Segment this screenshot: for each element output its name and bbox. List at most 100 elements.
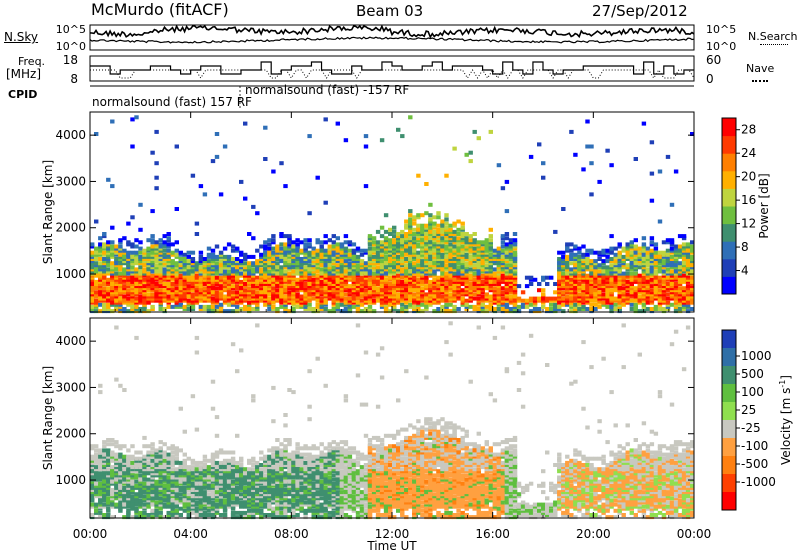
heatmap-cell — [170, 259, 175, 264]
heatmap-cell — [597, 296, 602, 301]
heatmap-cell — [597, 250, 602, 255]
heatmap-cell — [359, 282, 365, 286]
heatmap-cell — [367, 277, 373, 282]
heatmap-cell — [420, 279, 425, 284]
heatmap-cell — [388, 259, 393, 264]
heatmap-cell — [351, 252, 357, 257]
heatmap-cell — [126, 496, 131, 501]
heatmap-cell — [218, 284, 224, 289]
heatmap-cell — [492, 254, 498, 259]
heatmap-cell — [343, 248, 349, 253]
heatmap-cell — [436, 290, 441, 295]
heatmap-cell — [657, 257, 663, 261]
heatmap-cell — [375, 273, 381, 278]
heatmap-cell — [585, 294, 590, 299]
heatmap-cell — [311, 273, 316, 278]
heatmap-cell — [577, 273, 582, 278]
heatmap-cell — [363, 307, 369, 311]
heatmap-cell — [138, 271, 143, 276]
heatmap-cell — [645, 296, 651, 301]
heatmap-cell — [375, 290, 381, 295]
heatmap-cell — [110, 477, 115, 482]
heatmap-cell — [363, 277, 369, 282]
heatmap-cell — [110, 488, 115, 492]
heatmap-cell — [605, 148, 610, 153]
heatmap-cell — [665, 240, 671, 245]
heatmap-cell — [468, 238, 473, 243]
heatmap-cell — [202, 485, 208, 490]
heatmap-cell — [311, 259, 316, 264]
heatmap-cell — [206, 267, 212, 272]
heatmap-cell — [102, 467, 107, 472]
heatmap-cell — [114, 292, 119, 297]
heatmap-cell — [255, 286, 260, 291]
heatmap-cell — [122, 485, 127, 490]
heatmap-cell — [126, 473, 131, 478]
heatmap-cell — [400, 236, 405, 241]
heatmap-cell — [134, 267, 139, 272]
heatmap-cell — [331, 290, 336, 295]
heatmap-cell — [404, 257, 409, 261]
heatmap-cell — [214, 498, 220, 503]
heatmap-cell — [367, 236, 373, 241]
heatmap-cell — [271, 300, 276, 305]
heatmap-cell — [464, 304, 469, 309]
heatmap-cell — [235, 286, 240, 291]
heatmap-cell — [508, 290, 514, 295]
heatmap-cell — [239, 279, 244, 284]
heatmap-cell — [110, 500, 115, 505]
heatmap-cell — [150, 473, 155, 478]
heatmap-cell — [690, 240, 695, 245]
heatmap-cell — [291, 302, 296, 307]
heatmap-cell — [488, 282, 493, 286]
heatmap-cell — [138, 463, 143, 467]
heatmap-cell — [436, 296, 441, 301]
heatmap-cell — [569, 296, 574, 301]
heatmap-cell — [392, 261, 397, 266]
heatmap-cell — [182, 252, 187, 257]
heatmap-cell — [685, 298, 691, 303]
heatmap-cell — [182, 460, 187, 465]
heatmap-cell — [456, 279, 461, 284]
heatmap-cell — [452, 248, 457, 253]
heatmap-cell — [202, 513, 208, 517]
heatmap-cell — [424, 307, 429, 311]
heatmap-cell — [142, 488, 147, 492]
heatmap-cell — [416, 267, 421, 272]
heatmap-cell — [214, 508, 220, 513]
heatmap-cell — [565, 244, 570, 249]
heatmap-cell — [247, 302, 252, 307]
noise-panel: 10^5 10^0 10^5 10^0 — [56, 23, 736, 53]
beam-title: Beam 03 — [356, 2, 424, 20]
heatmap-cell — [214, 477, 220, 482]
nave-dotted-line — [90, 69, 695, 79]
heatmap-cell — [436, 215, 441, 220]
heatmap-cell — [210, 259, 216, 264]
heatmap-cell — [90, 250, 95, 255]
heatmap-cell — [408, 217, 413, 222]
heatmap-cell — [424, 227, 429, 232]
heatmap-cell — [480, 242, 485, 247]
heatmap-cell — [690, 294, 695, 299]
heatmap-cell — [339, 292, 345, 297]
heatmap-cell — [396, 234, 401, 239]
heatmap-cell — [444, 234, 449, 239]
heatmap-cell — [476, 296, 481, 301]
heatmap-cell — [416, 232, 421, 236]
heatmap-cell — [585, 265, 590, 270]
heatmap-cell — [464, 277, 469, 282]
heatmap-cell — [319, 240, 324, 245]
heatmap-cell — [649, 267, 655, 272]
heatmap-cell — [174, 296, 179, 301]
heatmap-cell — [106, 309, 111, 314]
heatmap-cell — [130, 304, 135, 309]
heatmap-cell — [138, 490, 143, 495]
heatmap-cell — [166, 248, 171, 253]
heatmap-cell — [122, 296, 127, 301]
heatmap-cell — [283, 248, 288, 253]
heatmap-cell — [343, 261, 349, 266]
date-title: 27/Sep/2012 — [592, 2, 688, 20]
heatmap-cell — [601, 259, 606, 264]
heatmap-cell — [166, 242, 171, 247]
heatmap-cell — [174, 510, 179, 515]
